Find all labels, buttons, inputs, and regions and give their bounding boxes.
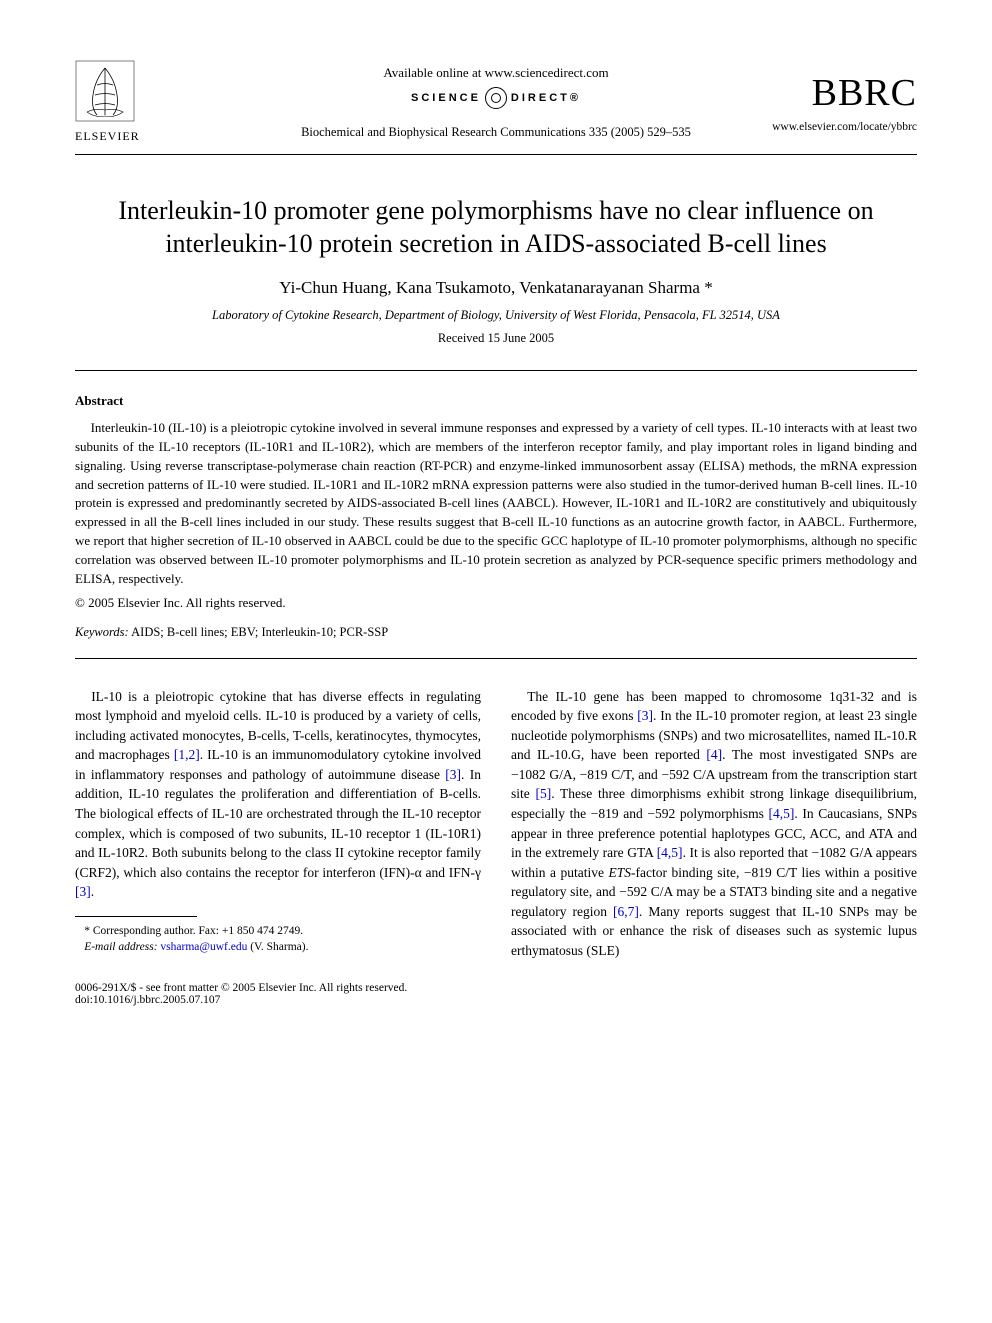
body-columns: IL-10 is a pleiotropic cytokine that has… (75, 687, 917, 961)
corresponding-author-text: Corresponding author. Fax: +1 850 474 27… (93, 925, 303, 937)
footnote-separator (75, 916, 197, 917)
elsevier-tree-icon (75, 60, 135, 122)
journal-url: www.elsevier.com/locate/ybbrc (712, 121, 918, 133)
email-tail: (V. Sharma). (247, 941, 308, 953)
ref-link[interactable]: [4] (706, 747, 722, 762)
footnote-asterisk: * (84, 925, 93, 937)
issn-line: 0006-291X/$ - see front matter © 2005 El… (75, 982, 917, 994)
affiliation: Laboratory of Cytokine Research, Departm… (75, 308, 917, 323)
publisher-name: ELSEVIER (75, 129, 281, 144)
abstract-top-rule (75, 370, 917, 371)
abstract-body: Interleukin-10 (IL-10) is a pleiotropic … (75, 419, 917, 589)
intro-paragraph-1: IL-10 is a pleiotropic cytokine that has… (75, 687, 481, 902)
sd-text-right: DIRECT® (511, 92, 581, 104)
keywords-label: Keywords: (75, 625, 129, 639)
email-link[interactable]: vsharma@uwf.edu (160, 941, 247, 953)
header-right: BBRC www.elsevier.com/locate/ybbrc (712, 71, 918, 133)
ref-link[interactable]: [1,2] (174, 747, 200, 762)
doi-line: doi:10.1016/j.bbrc.2005.07.107 (75, 994, 917, 1006)
abstract-bottom-rule (75, 658, 917, 659)
journal-reference: Biochemical and Biophysical Research Com… (291, 125, 702, 140)
article-title: Interleukin-10 promoter gene polymorphis… (105, 195, 887, 260)
abstract-heading: Abstract (75, 393, 917, 409)
email-label: E-mail address: (84, 941, 157, 953)
keywords-line: Keywords: AIDS; B-cell lines; EBV; Inter… (75, 625, 917, 640)
journal-header: ELSEVIER Available online at www.science… (75, 60, 917, 144)
ref-link[interactable]: [6,7] (613, 904, 639, 919)
front-matter-footer: 0006-291X/$ - see front matter © 2005 El… (75, 982, 917, 1006)
sciencedirect-logo: SCIENCE DIRECT® (411, 87, 581, 109)
ref-link[interactable]: [3] (75, 884, 91, 899)
intro-paragraph-2: The IL-10 gene has been mapped to chromo… (511, 687, 917, 961)
ref-link[interactable]: [3] (445, 767, 461, 782)
author-list: Yi-Chun Huang, Kana Tsukamoto, Venkatana… (75, 278, 917, 298)
header-rule (75, 154, 917, 155)
ref-link[interactable]: [4,5] (657, 845, 683, 860)
corresponding-footnote: * Corresponding author. Fax: +1 850 474 … (75, 923, 481, 955)
ref-link[interactable]: [3] (637, 708, 653, 723)
header-center: Available online at www.sciencedirect.co… (291, 65, 702, 140)
available-online-text: Available online at www.sciencedirect.co… (291, 65, 702, 81)
abstract-copyright: © 2005 Elsevier Inc. All rights reserved… (75, 595, 917, 611)
sd-text-left: SCIENCE (411, 92, 481, 104)
journal-acronym: BBRC (712, 71, 918, 115)
publisher-logo-block: ELSEVIER (75, 60, 281, 144)
sd-swirl-icon (485, 87, 507, 109)
received-date: Received 15 June 2005 (75, 331, 917, 346)
keywords-text: AIDS; B-cell lines; EBV; Interleukin-10;… (129, 625, 389, 639)
ref-link[interactable]: [4,5] (768, 806, 794, 821)
ref-link[interactable]: [5] (535, 786, 551, 801)
